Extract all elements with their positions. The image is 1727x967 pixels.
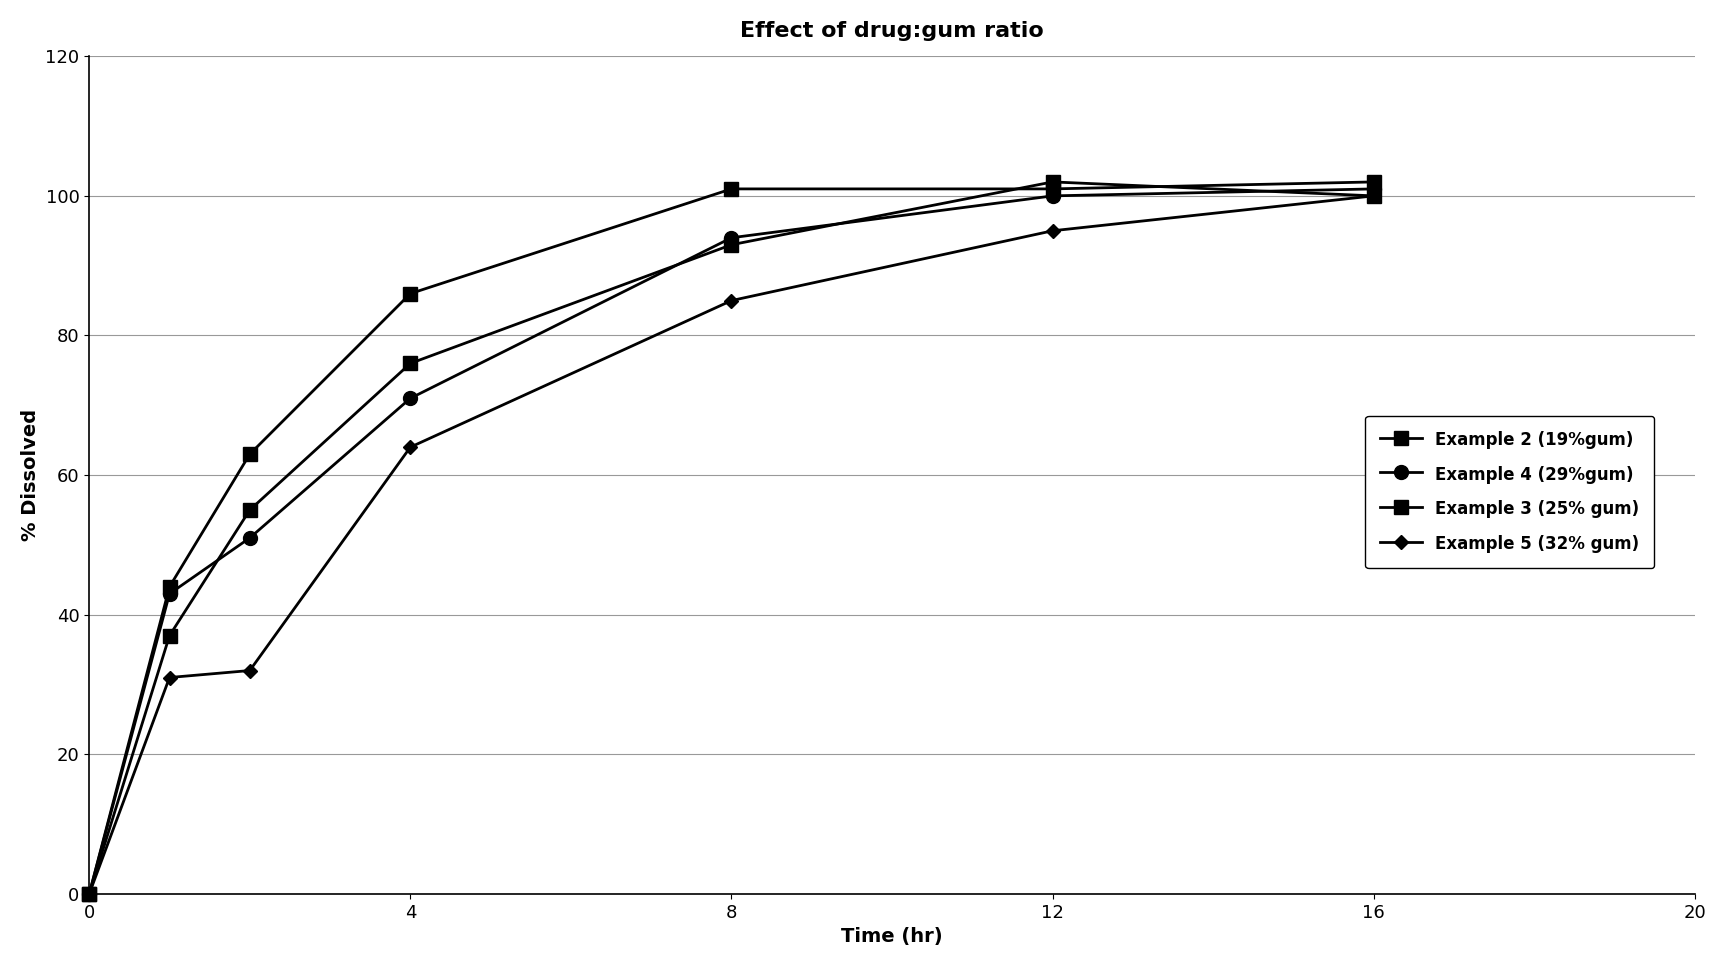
Example 3 (25% gum) [401,358,421,369]
Example 4 (29%gum) [722,232,743,244]
Example 3 (25% gum) [722,239,743,250]
Example 4 (29%gum) [159,588,180,600]
Example 5 (32% gum) [401,441,421,453]
Example 3 (25% gum) [159,630,180,641]
Example 5 (32% gum) [79,888,100,899]
Example 3 (25% gum) [79,888,100,899]
Example 2 (19%gum) [722,183,743,194]
Example 3 (25% gum) [1041,176,1062,188]
Example 2 (19%gum) [240,449,261,460]
Example 5 (32% gum) [1363,190,1383,202]
Example 2 (19%gum) [1363,176,1383,188]
Example 2 (19%gum) [1041,183,1062,194]
Example 5 (32% gum) [1041,225,1062,237]
X-axis label: Time (hr): Time (hr) [841,927,943,946]
Example 5 (32% gum) [159,672,180,684]
Title: Effect of drug:gum ratio: Effect of drug:gum ratio [741,21,1043,41]
Example 5 (32% gum) [722,295,743,307]
Line: Example 4 (29%gum): Example 4 (29%gum) [83,182,1380,901]
Example 2 (19%gum) [159,581,180,593]
Example 2 (19%gum) [79,888,100,899]
Example 2 (19%gum) [401,288,421,300]
Example 4 (29%gum) [1041,190,1062,202]
Example 5 (32% gum) [240,664,261,676]
Line: Example 2 (19%gum): Example 2 (19%gum) [83,175,1380,901]
Example 4 (29%gum) [1363,183,1383,194]
Line: Example 3 (25% gum): Example 3 (25% gum) [83,175,1380,901]
Example 4 (29%gum) [240,532,261,543]
Y-axis label: % Dissolved: % Dissolved [21,409,40,542]
Line: Example 5 (32% gum): Example 5 (32% gum) [85,191,1378,898]
Example 4 (29%gum) [79,888,100,899]
Legend: Example 2 (19%gum), Example 4 (29%gum), Example 3 (25% gum), Example 5 (32% gum): Example 2 (19%gum), Example 4 (29%gum), … [1366,416,1654,569]
Example 4 (29%gum) [401,393,421,404]
Example 3 (25% gum) [1363,190,1383,202]
Example 3 (25% gum) [240,504,261,515]
